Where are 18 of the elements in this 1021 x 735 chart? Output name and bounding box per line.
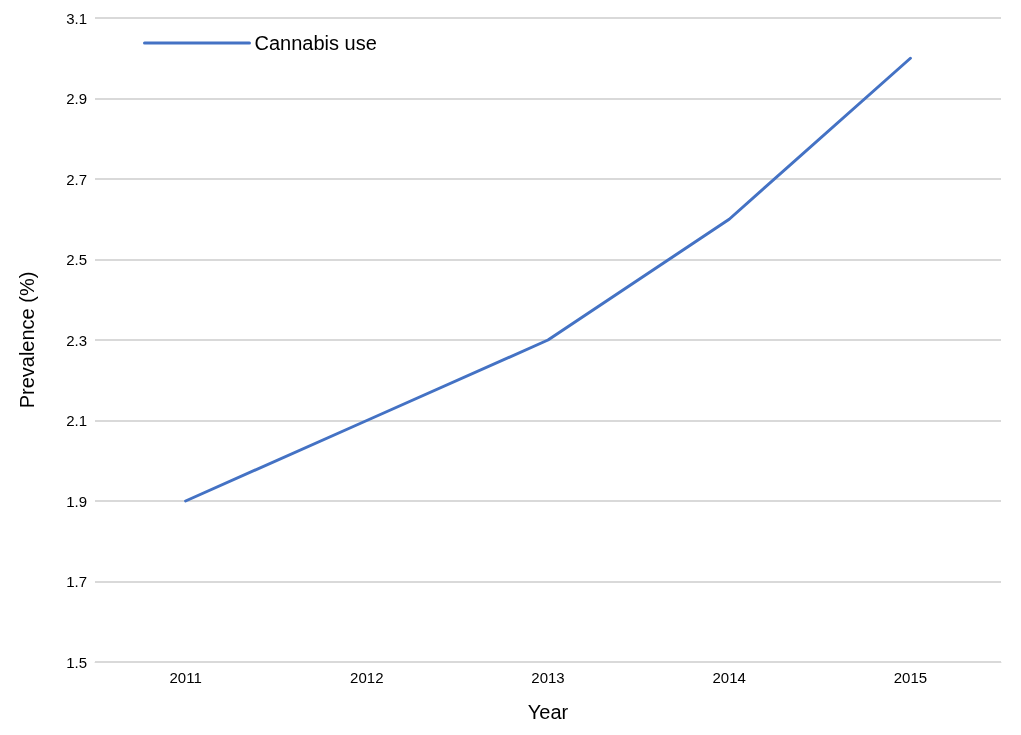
- y-tick-label: 1.5: [66, 653, 87, 671]
- x-tick-label: 2011: [169, 669, 202, 686]
- text: Cannabis use: [254, 32, 377, 54]
- y-tick-label: 1.7: [66, 573, 87, 590]
- y-tick-label: 1.9: [66, 492, 87, 510]
- y-tick-label: 2.7: [66, 170, 87, 188]
- x-tick-label: 2015: [893, 669, 928, 686]
- y-axis-title: Prevalence (%): [16, 271, 38, 409]
- y-tick-label: 2.9: [66, 90, 87, 107]
- x-tick-label: 2013: [531, 669, 565, 686]
- y-tick-label: 2.5: [66, 251, 87, 268]
- line-series: [184, 56, 912, 503]
- y-tick-label: 3.1: [66, 9, 87, 27]
- y-tick-label: 2.1: [66, 412, 87, 429]
- y-tick-label: 2.3: [66, 331, 87, 349]
- x-tick-label: 2012: [350, 669, 384, 686]
- x-tick-label: 2014: [712, 669, 746, 686]
- x-axis-title: Year: [527, 701, 569, 723]
